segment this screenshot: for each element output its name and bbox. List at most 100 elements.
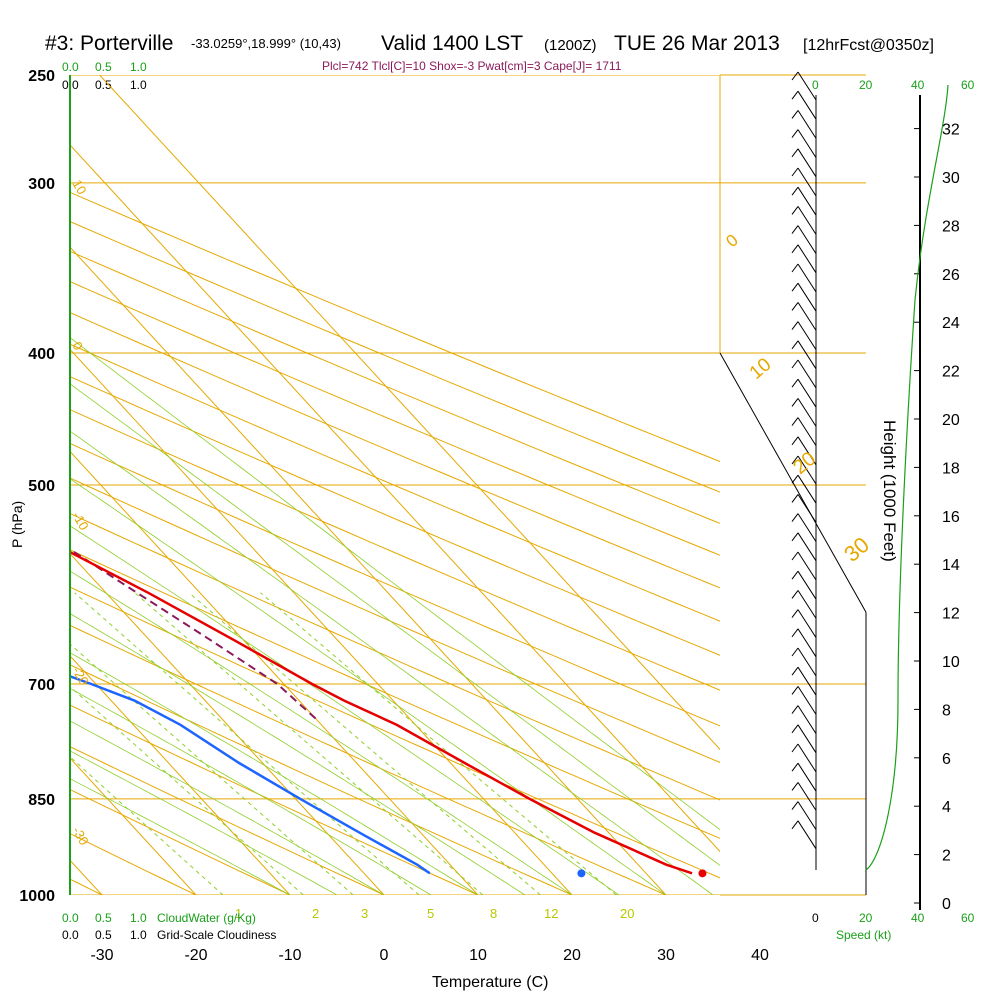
isotherm--10 xyxy=(70,655,291,895)
isotherm-10 xyxy=(70,450,479,895)
mixing-ratio-label-5: 5 xyxy=(427,906,434,921)
dry-adiabat-90 xyxy=(70,409,720,691)
cloudwater-label: CloudWater (g/Kg) xyxy=(157,911,256,925)
wind-barb-flag xyxy=(791,71,799,81)
mixing-ratio-label-20: 20 xyxy=(620,906,634,921)
speed-tick-bottom-20: 20 xyxy=(859,911,873,925)
wind-barb xyxy=(791,186,817,216)
speed-tick-top-0: 0 xyxy=(812,78,819,92)
wind-barb xyxy=(791,532,817,562)
dry-adiabat--40 xyxy=(0,75,8,895)
wind-barb-flag xyxy=(791,436,799,446)
moist-adiabat-35 xyxy=(70,430,714,895)
wind-barb-shaft xyxy=(797,686,817,715)
wind-barb-flag xyxy=(791,494,799,503)
wind-barb-shaft xyxy=(797,110,817,139)
wind-barb xyxy=(791,647,817,677)
wind-barb-flag xyxy=(791,686,799,695)
x-axis-title: Temperature (C) xyxy=(432,974,548,991)
height-label-22: 22 xyxy=(942,364,960,381)
wind-barb-flag xyxy=(791,647,799,657)
speed-tick-top-60: 60 xyxy=(961,78,975,92)
height-label-32: 32 xyxy=(942,122,960,139)
height-label-14: 14 xyxy=(942,557,960,574)
dry-adiabat-80 xyxy=(70,442,720,727)
wind-barb-shaft xyxy=(797,263,817,293)
dry-adiabat-60 xyxy=(70,512,720,801)
height-label-6: 6 xyxy=(942,751,951,768)
wind-barb-shaft xyxy=(797,417,817,446)
wind-barb-shaft xyxy=(797,647,817,677)
dry-adiabat-0 xyxy=(70,746,385,895)
mixing-ratio-label-8: 8 xyxy=(490,906,497,921)
dry-adiabat-label--10: -10 xyxy=(69,509,91,533)
mixing-ratio-label-3: 3 xyxy=(361,906,368,921)
forecast-info: [12hrFcst@0350z] xyxy=(803,37,934,54)
wind-barb-flag xyxy=(791,609,799,618)
wind-barb-flag xyxy=(791,455,799,465)
dry-adiabat-30 xyxy=(70,624,667,895)
height-label-26: 26 xyxy=(942,267,960,284)
wind-barb-flag xyxy=(791,801,799,810)
wind-barb-shaft xyxy=(797,724,817,754)
mixing-ratio-8 xyxy=(134,592,484,895)
wind-barb-flag xyxy=(791,186,799,196)
dry-adiabat-150 xyxy=(70,221,720,493)
wind-barb xyxy=(791,378,817,408)
wind-barb xyxy=(791,206,817,235)
moist-adiabat-10 xyxy=(70,652,479,895)
wind-barb xyxy=(791,321,817,350)
height-label-4: 4 xyxy=(942,799,951,816)
dry-adiabat-label--30: -30 xyxy=(69,824,91,848)
cloud-scale-top-green-2: 1.0 xyxy=(130,60,147,74)
cloud-scale-top-black-2: 1.0 xyxy=(130,78,147,92)
moist-adiabat-40 xyxy=(70,383,720,866)
dry-adiabat-110 xyxy=(70,343,720,622)
height-label-8: 8 xyxy=(942,702,951,719)
profiles xyxy=(70,548,707,878)
wind-barb xyxy=(791,148,817,178)
cloud-scale-bottom-black-1: 0.5 xyxy=(95,928,112,942)
wind-barb-shaft xyxy=(797,90,817,120)
height-label-24: 24 xyxy=(942,315,960,332)
right-panel-lines xyxy=(719,71,949,910)
wind-barb-shaft xyxy=(797,666,817,696)
wind-barb xyxy=(791,302,817,331)
wind-barb-flag xyxy=(791,244,799,254)
wind-barb-shaft xyxy=(797,398,817,427)
wind-barb xyxy=(791,417,817,446)
cloud-scale-bottom-green-2: 1.0 xyxy=(130,911,147,925)
wind-barb-shaft xyxy=(797,570,817,600)
wind-barb xyxy=(791,609,817,638)
wind-barb-flag xyxy=(791,474,799,484)
moist-adiabat-15 xyxy=(70,613,526,895)
wind-barb-flag xyxy=(791,820,799,830)
valid-time: Valid 1400 LST xyxy=(381,32,523,55)
wind-barb-flag xyxy=(791,762,799,772)
wind-barb-flag xyxy=(791,225,799,234)
mixing-ratio-label-12: 12 xyxy=(544,906,558,921)
wind-barb-flag xyxy=(791,398,799,407)
isotherm-label-10: 10 xyxy=(746,354,776,384)
wind-barb xyxy=(791,263,817,293)
wind-barb xyxy=(791,724,817,754)
isotherm-30 xyxy=(70,246,667,895)
moist-adiabat-30 xyxy=(70,478,667,895)
height-label-10: 10 xyxy=(942,654,960,671)
wind-barb xyxy=(791,474,817,504)
wind-barb xyxy=(791,340,817,370)
dry-adiabat-70 xyxy=(70,477,720,763)
cloudiness-label: Grid-Scale Cloudiness xyxy=(157,928,276,942)
wind-barb-shaft xyxy=(797,436,817,466)
wind-barb-shaft xyxy=(797,378,817,408)
surface-temperature-dot xyxy=(698,869,707,878)
height-label-18: 18 xyxy=(942,460,960,477)
speed-label: Speed (kt) xyxy=(836,928,891,942)
wind-barb xyxy=(791,167,817,197)
wind-barb xyxy=(791,570,817,600)
x-tick--30: -30 xyxy=(90,947,113,964)
wind-barb-flag xyxy=(791,570,799,580)
mixing-ratio-5 xyxy=(74,592,420,895)
utc-time: (1200Z) xyxy=(544,37,597,54)
p-tick-500: 500 xyxy=(28,478,55,495)
